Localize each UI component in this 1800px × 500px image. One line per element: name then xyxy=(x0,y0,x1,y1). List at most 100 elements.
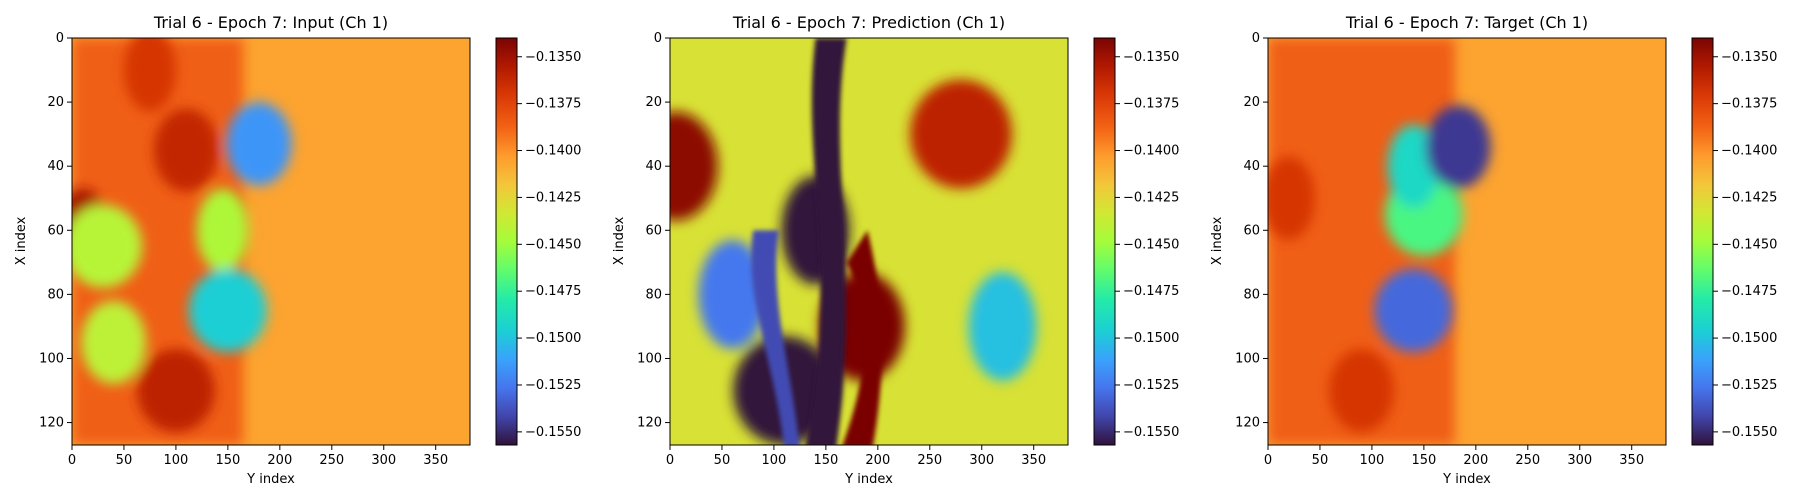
colorbar-tick-label: −0.1525 xyxy=(1123,378,1179,393)
x-tick-label: 350 xyxy=(1619,453,1644,468)
x-ticks: 0 50 100 150 200 250 300 350 xyxy=(666,445,1046,468)
panel-input: Trial 6 - Epoch 7: Input (Ch 1) 0 50 100 15… xyxy=(14,13,581,487)
colorbar-tick-label: −0.1400 xyxy=(1123,144,1179,159)
x-tick-label: 150 xyxy=(215,453,240,468)
colorbar-tick-label: −0.1475 xyxy=(1123,284,1179,299)
colorbar-tick-label: −0.1500 xyxy=(525,331,581,346)
colorbar-tick-label: −0.1400 xyxy=(1721,144,1777,159)
y-tick-label: 40 xyxy=(1243,159,1260,174)
heatmap-blob xyxy=(123,38,176,112)
x-tick-label: 200 xyxy=(865,453,890,468)
heatmap-blob xyxy=(72,204,143,288)
y-tick-label: 100 xyxy=(39,351,64,366)
heatmap-blob xyxy=(226,102,292,186)
colorbar-tick-label: −0.1450 xyxy=(525,237,581,252)
x-tick-label: 100 xyxy=(762,453,787,468)
heatmap-blob xyxy=(1268,156,1315,240)
colorbar-tick-label: −0.1475 xyxy=(525,284,581,299)
heatmap-band xyxy=(751,230,800,445)
heatmap-blob xyxy=(698,239,767,349)
colorbar-tick-label: −0.1375 xyxy=(1721,97,1777,112)
colorbar-tick-label: −0.1525 xyxy=(1721,378,1777,393)
y-tick-label: 40 xyxy=(47,159,64,174)
x-tick-label: 200 xyxy=(1463,453,1488,468)
colorbar-tick-label: −0.1500 xyxy=(1721,331,1777,346)
x-tick-label: 150 xyxy=(813,453,838,468)
heatmap-blob xyxy=(968,272,1037,381)
colorbar-tick-label: −0.1475 xyxy=(1721,284,1777,299)
colorbar xyxy=(1094,38,1115,445)
y-tick-label: 0 xyxy=(56,31,64,46)
colorbar-tick-label: −0.1550 xyxy=(525,425,581,440)
heatmap-blob xyxy=(1374,268,1453,353)
y-tick-label: 60 xyxy=(47,223,64,238)
y-tick-label: 60 xyxy=(1243,223,1260,238)
x-tick-label: 300 xyxy=(371,453,396,468)
colorbar-tick-label: −0.1375 xyxy=(1123,97,1179,112)
plot-frame xyxy=(71,37,471,446)
colorbar-ticks: −0.1350 −0.1375 −0.1400 −0.1425 −0.1450 −0.14… xyxy=(517,50,581,440)
x-tick-label: 350 xyxy=(1021,453,1046,468)
heatmap-blob xyxy=(81,300,147,385)
colorbar-frame xyxy=(1093,37,1116,446)
colorbar-tick-label: −0.1425 xyxy=(1123,190,1179,205)
heatmap-plot-area xyxy=(1268,38,1666,445)
colorbar xyxy=(1692,38,1713,445)
colorbar-tick-label: −0.1550 xyxy=(1123,425,1179,440)
y-tick-label: 40 xyxy=(645,159,662,174)
x-tick-label: 0 xyxy=(1264,453,1272,468)
heatmap-band xyxy=(842,230,883,445)
heatmap-blob xyxy=(1425,105,1491,189)
colorbar-frame xyxy=(1691,37,1714,446)
x-tick-label: 250 xyxy=(319,453,344,468)
colorbar-ticks: −0.1350 −0.1375 −0.1400 −0.1425 −0.1450 −0.14… xyxy=(1115,50,1179,440)
x-axis-label: Y index xyxy=(1442,472,1491,487)
colorbar-tick-label: −0.1400 xyxy=(525,144,581,159)
colorbar-tick-label: −0.1350 xyxy=(1123,50,1179,65)
y-tick-label: 20 xyxy=(1243,95,1260,110)
colorbar-tick-label: −0.1350 xyxy=(525,50,581,65)
x-tick-label: 50 xyxy=(1312,453,1329,468)
colorbar-tick-label: −0.1550 xyxy=(1721,425,1777,440)
x-tick-label: 250 xyxy=(1515,453,1540,468)
y-tick-label: 0 xyxy=(1252,31,1260,46)
colorbar-tick-label: −0.1500 xyxy=(1123,331,1179,346)
panel-target: Trial 6 - Epoch 7: Target (Ch 1) 0 50 100 1… xyxy=(1210,13,1777,487)
y-ticks: 0 20 40 60 80 100 120 xyxy=(39,31,72,431)
colorbar xyxy=(496,38,517,445)
chart-title: Trial 6 - Epoch 7: Prediction (Ch 1) xyxy=(732,13,1005,32)
colorbar-tick-label: −0.1375 xyxy=(525,97,581,112)
x-tick-label: 350 xyxy=(423,453,448,468)
x-axis-label: Y index xyxy=(246,472,295,487)
y-tick-label: 80 xyxy=(47,287,64,302)
y-tick-label: 120 xyxy=(1235,416,1260,431)
y-tick-label: 120 xyxy=(39,416,64,431)
colorbar-tick-label: −0.1450 xyxy=(1123,237,1179,252)
x-axis-label: Y index xyxy=(844,472,893,487)
x-tick-label: 300 xyxy=(1567,453,1592,468)
y-tick-label: 100 xyxy=(1235,351,1260,366)
colorbar-ticks: −0.1350 −0.1375 −0.1400 −0.1425 −0.1450 −0.14… xyxy=(1713,50,1777,440)
x-tick-label: 100 xyxy=(1360,453,1385,468)
y-tick-label: 80 xyxy=(1243,287,1260,302)
chart-title: Trial 6 - Epoch 7: Input (Ch 1) xyxy=(153,13,388,32)
heatmap-band xyxy=(805,38,847,445)
colorbar-tick-label: −0.1425 xyxy=(525,190,581,205)
x-tick-label: 300 xyxy=(969,453,994,468)
heatmap-blob xyxy=(196,188,249,272)
y-tick-label: 20 xyxy=(47,95,64,110)
y-tick-label: 120 xyxy=(637,416,662,431)
y-tick-label: 60 xyxy=(645,223,662,238)
x-tick-label: 150 xyxy=(1411,453,1436,468)
x-tick-label: 0 xyxy=(666,453,674,468)
chart-title: Trial 6 - Epoch 7: Target (Ch 1) xyxy=(1345,13,1588,32)
heatmap-blob xyxy=(153,108,219,192)
colorbar-tick-label: −0.1450 xyxy=(1721,237,1777,252)
colorbar-tick-label: −0.1525 xyxy=(525,378,581,393)
y-axis-label: X index xyxy=(612,216,627,265)
x-tick-label: 100 xyxy=(164,453,189,468)
y-tick-label: 20 xyxy=(645,95,662,110)
x-tick-label: 0 xyxy=(68,453,76,468)
heatmap-blob xyxy=(188,268,267,353)
y-ticks: 0 20 40 60 80 100 120 xyxy=(1235,31,1268,431)
